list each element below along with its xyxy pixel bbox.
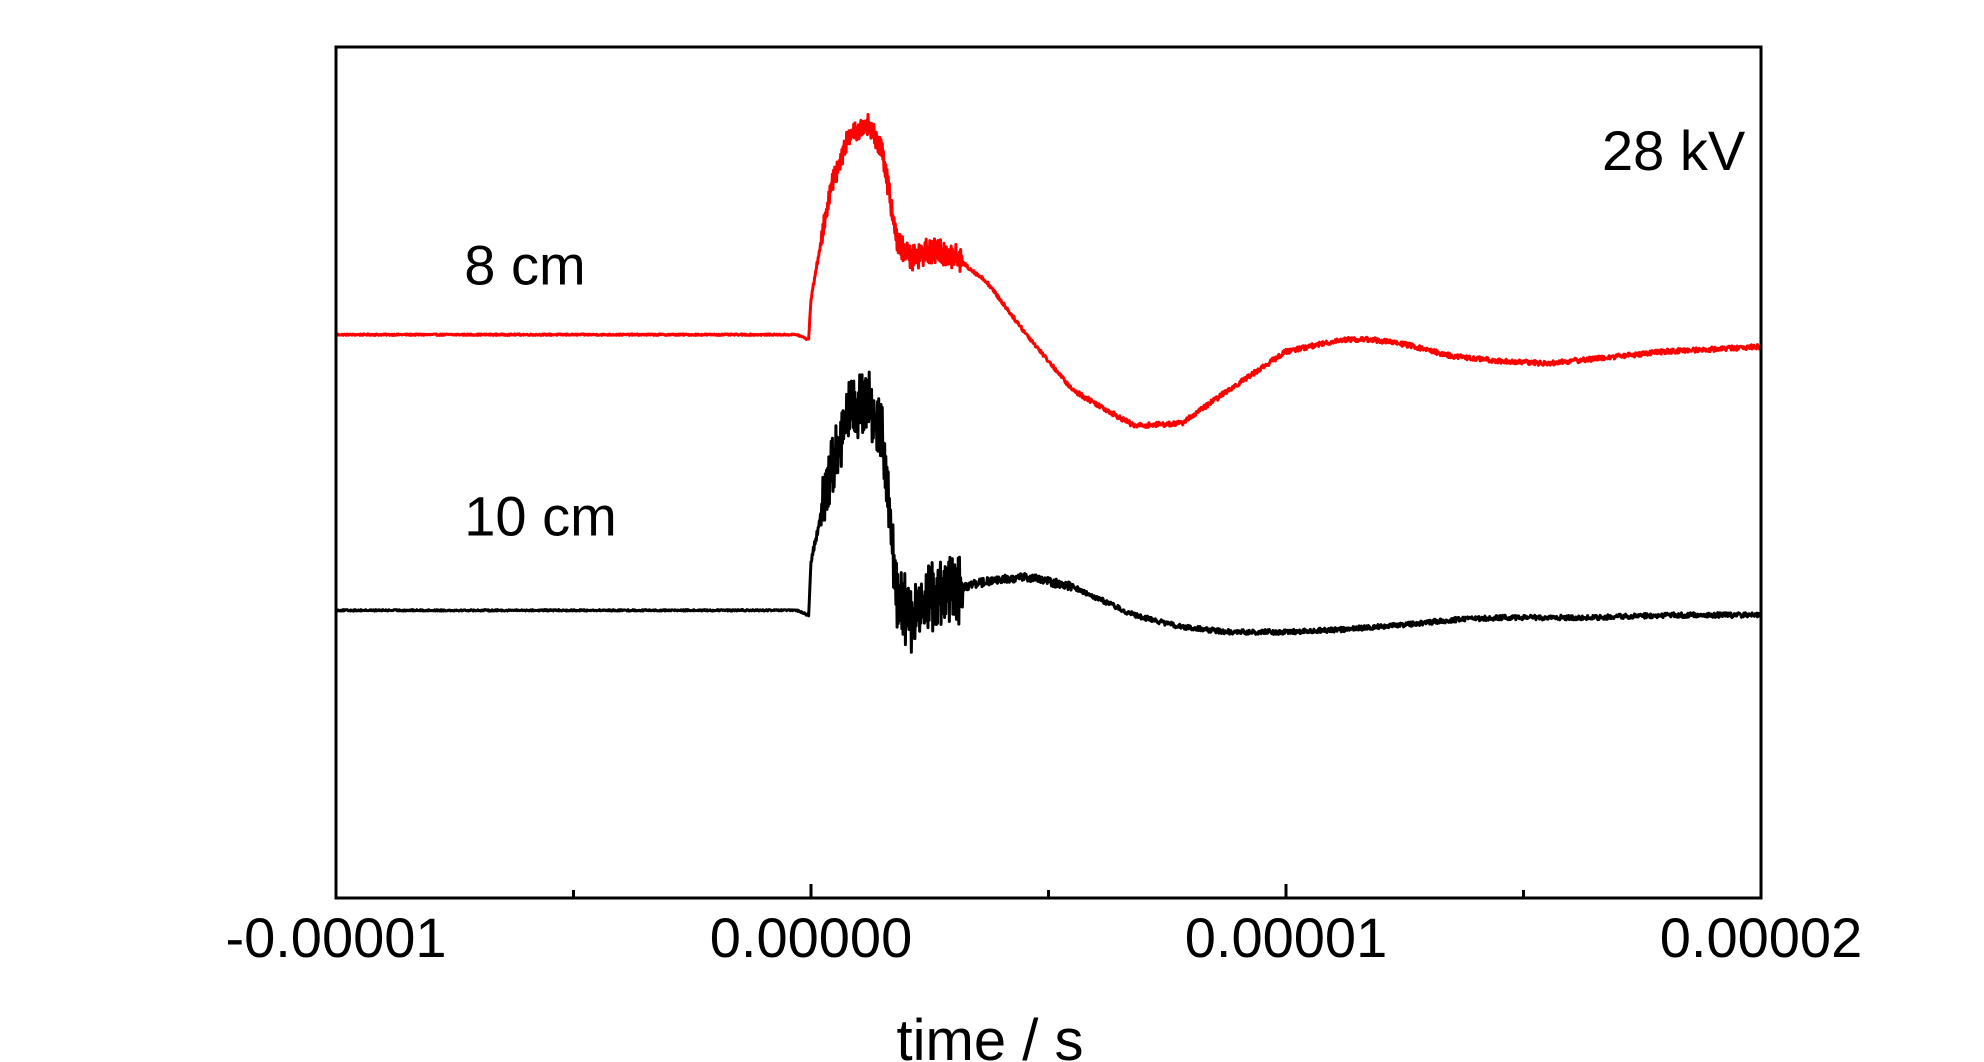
x-tick-label-0: -0.00001 [225, 906, 446, 969]
x-tick-label-3: 0.00002 [1660, 906, 1862, 969]
x-axis-label: time / s [897, 1008, 1084, 1062]
voltage-annotation: 28 kV [1602, 119, 1746, 182]
x-tick-label-2: 0.00001 [1185, 906, 1387, 969]
x-axis-tick-labels: -0.00001 0.00000 0.00001 0.00002 [225, 906, 1862, 969]
plot-frame [334, 45, 1763, 900]
plot-lines [334, 112, 1763, 654]
x-axis-ticks [334, 884, 1763, 898]
x-tick-label-1: 0.00000 [710, 906, 912, 969]
series-label-1: 10 cm [464, 484, 617, 547]
series-labels: 8 cm 10 cm [464, 234, 617, 548]
series-line-1 [334, 370, 1763, 654]
series-label-0: 8 cm [464, 234, 585, 297]
series-line-0 [334, 112, 1763, 430]
